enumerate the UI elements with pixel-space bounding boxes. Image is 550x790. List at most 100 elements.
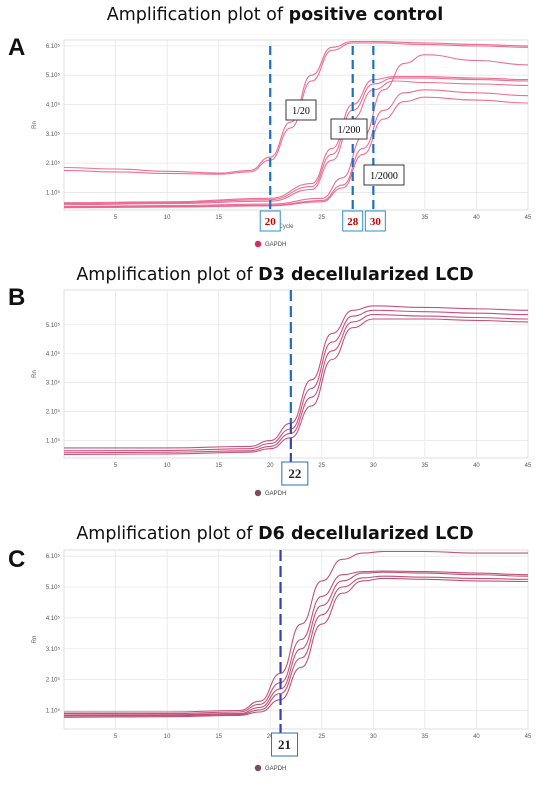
x-tick-label: 10: [164, 734, 171, 740]
series-line: [63, 571, 529, 716]
y-tick-label: 2.10⁵: [46, 409, 61, 416]
y-tick-label: 5.10⁵: [46, 72, 61, 79]
ct-value-label: 20: [265, 216, 277, 228]
y-axis-label: Rn: [32, 636, 38, 644]
panel-b-title-bold: D3 decellularized LCD: [258, 265, 474, 285]
ct-value-label: 28: [347, 216, 359, 228]
y-tick-label: 2.10⁵: [46, 160, 61, 167]
x-tick-label: 30: [370, 463, 377, 469]
dilution-annotation-label: 1/200: [338, 125, 361, 136]
y-tick-label: 1.10⁵: [46, 707, 61, 714]
ct-value-box: [271, 732, 299, 757]
x-tick-label: 45: [525, 463, 532, 469]
ct-value-box: [259, 210, 281, 232]
x-tick-label: 5: [114, 463, 118, 469]
series-line: [63, 575, 529, 717]
series-line: [63, 76, 529, 204]
x-tick-label: 40: [473, 734, 480, 740]
legend-label: GAPDH: [265, 491, 286, 497]
panel-a-title-prefix: Amplification plot of: [106, 5, 289, 25]
x-tick-label: 10: [164, 463, 171, 469]
x-tick-label: 25: [318, 215, 325, 221]
x-tick-label: 40: [473, 215, 480, 221]
ct-value-label: 21: [278, 737, 291, 752]
y-tick-label: 2.10⁵: [46, 677, 61, 684]
legend-label: GAPDH: [265, 242, 286, 248]
x-tick-label: 5: [114, 215, 118, 221]
dilution-annotation-box: [330, 118, 368, 140]
ct-value-label: 30: [370, 216, 382, 228]
x-tick-label: 15: [215, 734, 222, 740]
panel-c-chart: 5 10 15 20 25 30 35 40 45 1.10⁵ 2.10⁵ 3.10⁵ 4.10⁵ 5.1…: [32, 549, 532, 772]
ct-value-box: [342, 210, 364, 232]
y-tick-label: 4.10⁵: [46, 101, 61, 108]
x-tick-label: 45: [525, 215, 532, 221]
ct-value-box: [364, 210, 386, 232]
legend-marker: [254, 489, 262, 497]
series-line: [64, 305, 529, 449]
panel-a-label: A: [8, 34, 26, 61]
x-tick-label: 25: [318, 734, 325, 740]
panel-c-title: Amplification plot of D6 decellularized …: [0, 524, 550, 544]
plot-area: [63, 549, 529, 730]
series-line: [63, 40, 529, 174]
series-line: [63, 54, 529, 208]
x-axis-label: Cycle: [278, 224, 294, 230]
panel-b-chart: 5 10 15 20 25 30 35 40 45 1.10⁵ 2.10⁵ 3.10⁵ 4.10⁵ 5.1…: [32, 289, 532, 497]
y-tick-label: 1.10⁵: [46, 189, 61, 196]
y-tick-label: 1.10⁵: [46, 438, 61, 445]
x-tick-label: 25: [318, 463, 325, 469]
panel-c: Amplification plot of D6 decellularized …: [0, 522, 550, 790]
panel-a-title-bold: positive control: [288, 5, 444, 25]
panel-c-title-prefix: Amplification plot of: [76, 524, 259, 544]
x-tick-label: 5: [114, 734, 118, 740]
x-tick-label: 15: [215, 215, 222, 221]
y-tick-label: 3.10⁵: [46, 380, 61, 387]
ct-value-box: [281, 461, 309, 486]
series-line: [63, 318, 529, 456]
series-line: [64, 570, 529, 715]
panel-a-title: Amplification plot of positive control: [0, 5, 550, 25]
dilution-annotation-label: 1/20: [292, 106, 310, 117]
y-tick-label: 3.10⁵: [46, 131, 61, 138]
series-line: [63, 89, 529, 208]
dilution-annotation-label: 1/2000: [370, 171, 398, 182]
x-tick-label: 20: [267, 463, 274, 469]
x-tick-label: 15: [215, 463, 222, 469]
legend-marker: [254, 240, 262, 248]
series-line: [63, 309, 529, 452]
x-tick-label: 45: [525, 734, 532, 740]
panel-a-chart: 5 10 15 20 25 30 35 40 45 1.10⁵ 2.10⁵ 3.10⁵ 4.10⁵ 5.1…: [32, 39, 532, 248]
series-line: [63, 550, 528, 713]
series-line: [63, 577, 529, 718]
y-tick-label: 5.10⁵: [46, 322, 61, 329]
x-tick-label: 35: [422, 215, 429, 221]
dilution-annotation-box: [363, 164, 405, 186]
legend-label: GAPDH: [265, 766, 286, 772]
x-tick-label: 20: [267, 734, 274, 740]
x-tick-label: 10: [164, 215, 171, 221]
x-tick-label: 35: [422, 734, 429, 740]
panel-b-label: B: [8, 284, 26, 311]
plot-area: [63, 39, 529, 211]
x-tick-label: 40: [473, 463, 480, 469]
ct-value-label: 22: [288, 466, 301, 481]
plot-area: [63, 289, 529, 459]
dilution-annotation-box: [285, 99, 317, 121]
y-axis-label: Rn: [32, 121, 38, 129]
legend-marker: [254, 764, 262, 772]
y-tick-label: 3.10⁵: [46, 646, 61, 653]
panel-a: Amplification plot of positive control A…: [0, 0, 550, 260]
y-axis-label: Rn: [32, 370, 38, 378]
y-tick-label: 6.10⁵: [46, 43, 61, 50]
x-tick-label: 35: [422, 463, 429, 469]
y-tick-label: 4.10⁵: [46, 615, 61, 622]
y-tick-label: 6.10⁵: [46, 553, 61, 560]
panel-c-title-bold: D6 decellularized LCD: [258, 524, 474, 544]
panel-b-title-prefix: Amplification plot of: [76, 265, 259, 285]
panel-c-label: C: [8, 546, 26, 573]
series-line: [63, 96, 529, 209]
y-tick-label: 4.10⁵: [46, 351, 61, 358]
panel-b-title: Amplification plot of D3 decellularized …: [0, 265, 550, 285]
y-tick-label: 5.10⁵: [46, 584, 61, 591]
